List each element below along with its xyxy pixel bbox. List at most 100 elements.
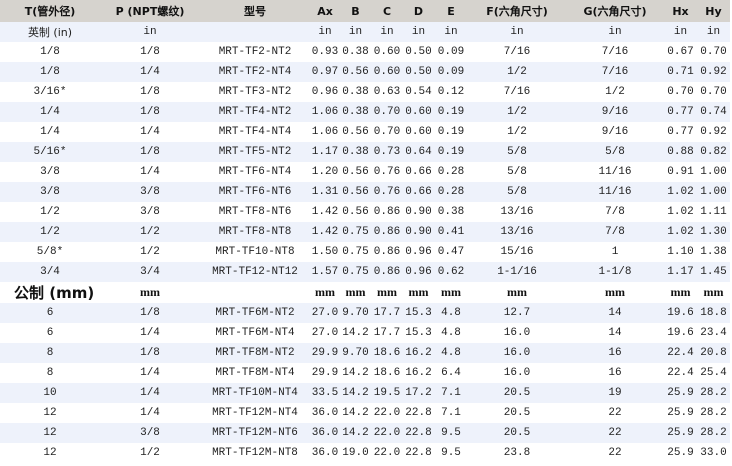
cell-d: 0.90 bbox=[405, 206, 432, 218]
cell-g-hex: 14 bbox=[608, 327, 622, 339]
cell-npt-thread: 1/2 bbox=[100, 222, 200, 242]
cell-c: 0.73 bbox=[371, 142, 403, 162]
cell-npt-thread: 1/2 bbox=[140, 447, 160, 459]
cell-c: 22.0 bbox=[371, 423, 403, 443]
table-row: 3/16* 1/8 MRT-TF3-NT2 0.96 0.38 0.63 0.54 0.12 7… bbox=[0, 82, 730, 102]
cell-e: 0.41 bbox=[434, 222, 468, 242]
cell-ax: 0.97 bbox=[310, 62, 340, 82]
cell-d: 0.66 bbox=[405, 166, 432, 178]
cell-tube-od: 1/2 bbox=[0, 222, 100, 242]
cell-hx: 1.10 bbox=[667, 246, 694, 258]
cell-ax: 36.0 bbox=[311, 407, 339, 419]
table-row: 6 1/8 MRT-TF6M-NT2 27.0 9.70 17.7 15.3 4.8 12.7 1… bbox=[0, 303, 730, 323]
cell-ax: 1.17 bbox=[310, 142, 340, 162]
cell-d: mm bbox=[408, 285, 429, 299]
cell-model: MRT-TF10-NT8 bbox=[215, 246, 295, 258]
cell-tube-od: 5/16* bbox=[0, 142, 100, 162]
cell-g-hex: 22 bbox=[608, 447, 622, 459]
cell-model: MRT-TF8-NT6 bbox=[218, 206, 292, 218]
cell-ax: 29.9 bbox=[310, 343, 340, 363]
table-row: 8 1/4 MRT-TF8M-NT4 29.9 14.2 18.6 16.2 6.4 16.0 1… bbox=[0, 363, 730, 383]
cell-hx: 1.17 bbox=[664, 262, 697, 282]
cell-g-hex: 11/16 bbox=[598, 166, 632, 178]
cell-e: 7.1 bbox=[434, 383, 468, 403]
cell-e: in bbox=[434, 22, 468, 42]
cell-hx: in bbox=[664, 22, 697, 42]
cell-tube-od: 1/4 bbox=[0, 102, 100, 122]
cell-hx: 0.91 bbox=[667, 166, 694, 178]
column-header-tube-od: T(管外径) bbox=[0, 0, 100, 22]
cell-d: 0.64 bbox=[403, 142, 434, 162]
cell-hy: 25.4 bbox=[700, 367, 727, 379]
cell-b: 0.56 bbox=[342, 166, 369, 178]
cell-g-hex: 1 bbox=[611, 246, 619, 258]
cell-npt-thread: in bbox=[100, 22, 200, 42]
cell-tube-od: 6 bbox=[46, 327, 54, 339]
cell-hy: 1.45 bbox=[697, 262, 730, 282]
cell-b: 14.2 bbox=[342, 367, 369, 379]
cell-hx: 25.9 bbox=[667, 407, 694, 419]
table-row: 1/4 1/8 MRT-TF4-NT2 1.06 0.38 0.70 0.60 0.19 1/2… bbox=[0, 102, 730, 122]
cell-e: 0.19 bbox=[434, 102, 468, 122]
cell-hy: 1.30 bbox=[697, 222, 730, 242]
cell-g-hex: 1-1/8 bbox=[566, 262, 664, 282]
cell-b: 0.56 bbox=[340, 182, 371, 202]
cell-hx: 0.67 bbox=[667, 46, 694, 58]
cell-b: 9.70 bbox=[340, 303, 371, 323]
cell-g-hex: 22 bbox=[566, 423, 664, 443]
cell-ax: 1.31 bbox=[310, 182, 340, 202]
cell-g-hex: 9/16 bbox=[601, 126, 629, 138]
column-header-ax: Ax bbox=[310, 0, 340, 22]
cell-hy: 28.2 bbox=[697, 423, 730, 443]
table-row: 12 1/2 MRT-TF12M-NT8 36.0 19.0 22.0 22.8 9.5 23.… bbox=[0, 443, 730, 463]
cell-f-hex: 13/16 bbox=[500, 206, 534, 218]
cell-c: 0.70 bbox=[373, 126, 401, 138]
cell-hx: 1.02 bbox=[664, 222, 697, 242]
cell-ax: 1.50 bbox=[311, 246, 339, 258]
cell-b: 14.2 bbox=[342, 407, 369, 419]
cell-ax: 33.5 bbox=[310, 383, 340, 403]
cell-hx: 0.77 bbox=[667, 126, 694, 138]
cell-f-hex: 16.0 bbox=[503, 327, 531, 339]
table-row: 10 1/4 MRT-TF10M-NT4 33.5 14.2 19.5 17.2 7.1 20.… bbox=[0, 383, 730, 403]
cell-d: 17.2 bbox=[403, 383, 434, 403]
cell-g-hex: mm bbox=[605, 285, 625, 299]
cell-f-hex: 20.5 bbox=[503, 407, 531, 419]
cell-ax: 27.0 bbox=[310, 303, 340, 323]
cell-npt-thread: 1/8 bbox=[100, 102, 200, 122]
table-row: 12 3/8 MRT-TF12M-NT6 36.0 14.2 22.0 22.8 9.5 20.… bbox=[0, 423, 730, 443]
table-row: 3/4 3/4 MRT-TF12-NT12 1.57 0.75 0.86 0.96 0.62 1… bbox=[0, 262, 730, 282]
cell-d: 0.90 bbox=[403, 222, 434, 242]
cell-b: 0.38 bbox=[342, 46, 369, 58]
cell-g-hex: 7/16 bbox=[601, 46, 629, 58]
column-header-g-hex: G(六角尺寸) bbox=[566, 0, 664, 22]
cell-f-hex: 1-1/16 bbox=[468, 262, 566, 282]
cell-hy: 1.38 bbox=[700, 246, 727, 258]
cell-c: 0.70 bbox=[371, 102, 403, 122]
cell-ax: 36.0 bbox=[310, 423, 340, 443]
cell-ax: in bbox=[310, 22, 340, 42]
cell-c: 0.86 bbox=[373, 206, 401, 218]
header-row: T(管外径) P (NPT螺纹) 型号 Ax B C D E F(六角尺寸) G(六角尺寸) Hx H… bbox=[0, 0, 730, 22]
cell-hx: 19.6 bbox=[664, 303, 697, 323]
cell-tube-od: 12 bbox=[43, 407, 57, 419]
cell-e: 0.28 bbox=[434, 182, 468, 202]
cell-c: in bbox=[371, 22, 403, 42]
cell-b: 19.0 bbox=[342, 447, 369, 459]
cell-npt-thread: 1/4 bbox=[100, 62, 200, 82]
cell-hy: 18.8 bbox=[697, 303, 730, 323]
cell-npt-thread: 1/4 bbox=[100, 383, 200, 403]
cell-f-hex: 16.0 bbox=[503, 367, 531, 379]
cell-c: 0.86 bbox=[371, 222, 403, 242]
column-header-d: D bbox=[403, 0, 434, 22]
cell-d: 0.96 bbox=[403, 262, 434, 282]
cell-ax: 1.20 bbox=[311, 166, 339, 178]
cell-c: mm bbox=[377, 285, 397, 299]
cell-tube-od: 3/16* bbox=[33, 86, 67, 98]
cell-g-hex: 11/16 bbox=[566, 182, 664, 202]
cell-model: MRT-TF8M-NT4 bbox=[215, 367, 295, 379]
cell-e: 9.5 bbox=[441, 447, 461, 459]
cell-tube-od: 12 bbox=[0, 423, 100, 443]
cell-b: 0.56 bbox=[342, 206, 369, 218]
table-row: 6 1/4 MRT-TF6M-NT4 27.0 14.2 17.7 15.3 4.8 16.0 1… bbox=[0, 323, 730, 343]
